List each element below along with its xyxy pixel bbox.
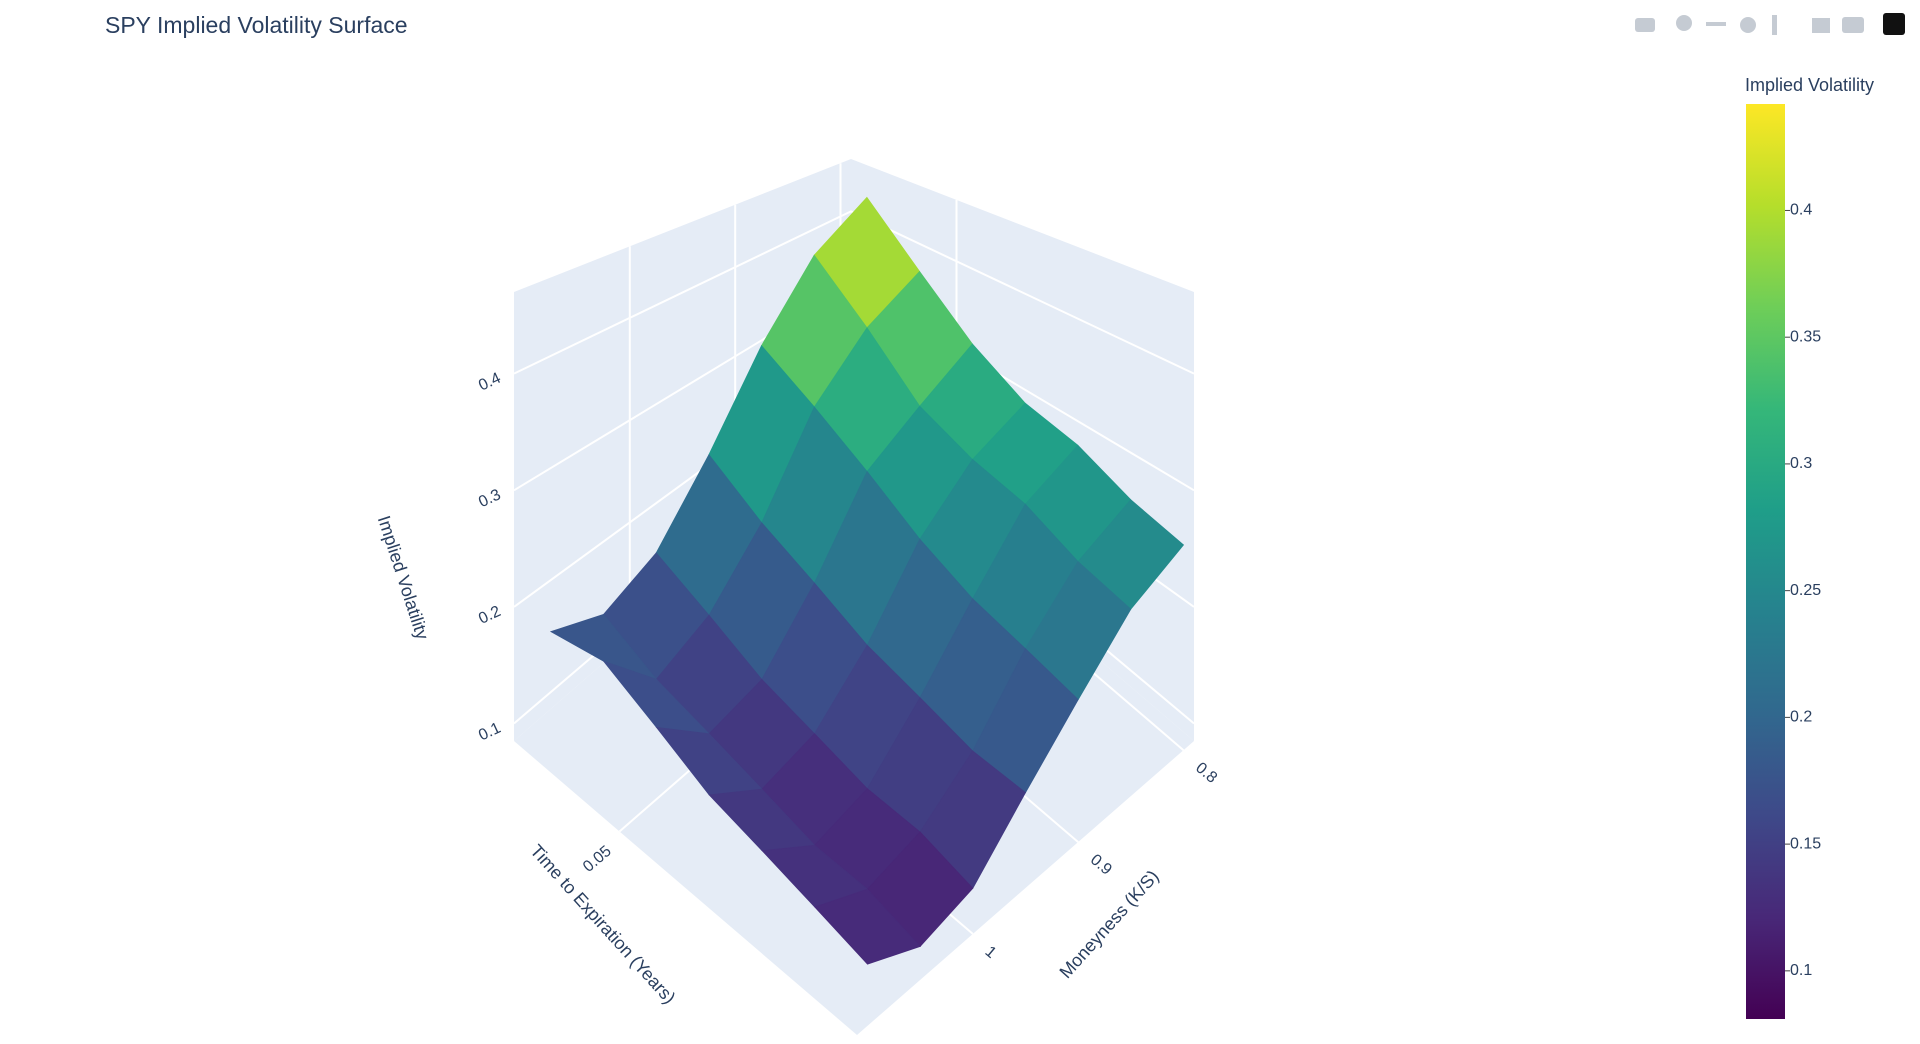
modebar-button[interactable] xyxy=(1676,15,1692,31)
chart-title: SPY Implied Volatility Surface xyxy=(105,12,408,38)
x-tick-label: 1 xyxy=(982,943,1000,962)
y-tick-label: 0.05 xyxy=(580,843,615,876)
colorbar-tick-label: 0.2 xyxy=(1790,709,1812,726)
x-tick-label: 0.8 xyxy=(1192,759,1220,786)
back-wall xyxy=(514,159,851,741)
z-tick-label: 0.2 xyxy=(476,603,503,628)
colorbar-title: Implied Volatility xyxy=(1745,75,1874,95)
colorbar-tick-label: 0.35 xyxy=(1790,328,1821,345)
x-tick-label: 0.9 xyxy=(1087,851,1115,878)
colorbar-tick-label: 0.3 xyxy=(1790,455,1812,472)
surface xyxy=(549,196,1185,965)
x-axis-title: Moneyness (K/S) xyxy=(1055,866,1162,982)
modebar-logo[interactable] xyxy=(1883,13,1905,35)
modebar-button[interactable] xyxy=(1635,18,1655,32)
colorbar-tick-label: 0.25 xyxy=(1790,582,1821,599)
modebar-button[interactable] xyxy=(1842,17,1864,33)
z-tick-label: 0.3 xyxy=(476,486,503,511)
modebar-button[interactable] xyxy=(1772,15,1777,35)
z-axis-title: Implied Volatility xyxy=(374,513,433,642)
colorbar-tick-label: 0.1 xyxy=(1790,962,1812,979)
z-tick-label: 0.1 xyxy=(476,720,503,745)
z-tick-label: 0.4 xyxy=(476,370,503,395)
modebar xyxy=(1635,13,1905,35)
grid-line xyxy=(513,210,1195,375)
modebar-button[interactable] xyxy=(1740,17,1756,33)
colorbar-tick-label: 0.15 xyxy=(1790,835,1821,852)
colorbar-tick-label: 0.4 xyxy=(1790,202,1812,219)
surface-cell xyxy=(814,888,921,965)
colorbar xyxy=(1746,104,1785,1019)
modebar-button[interactable] xyxy=(1812,18,1830,33)
modebar-button[interactable] xyxy=(1706,22,1726,26)
